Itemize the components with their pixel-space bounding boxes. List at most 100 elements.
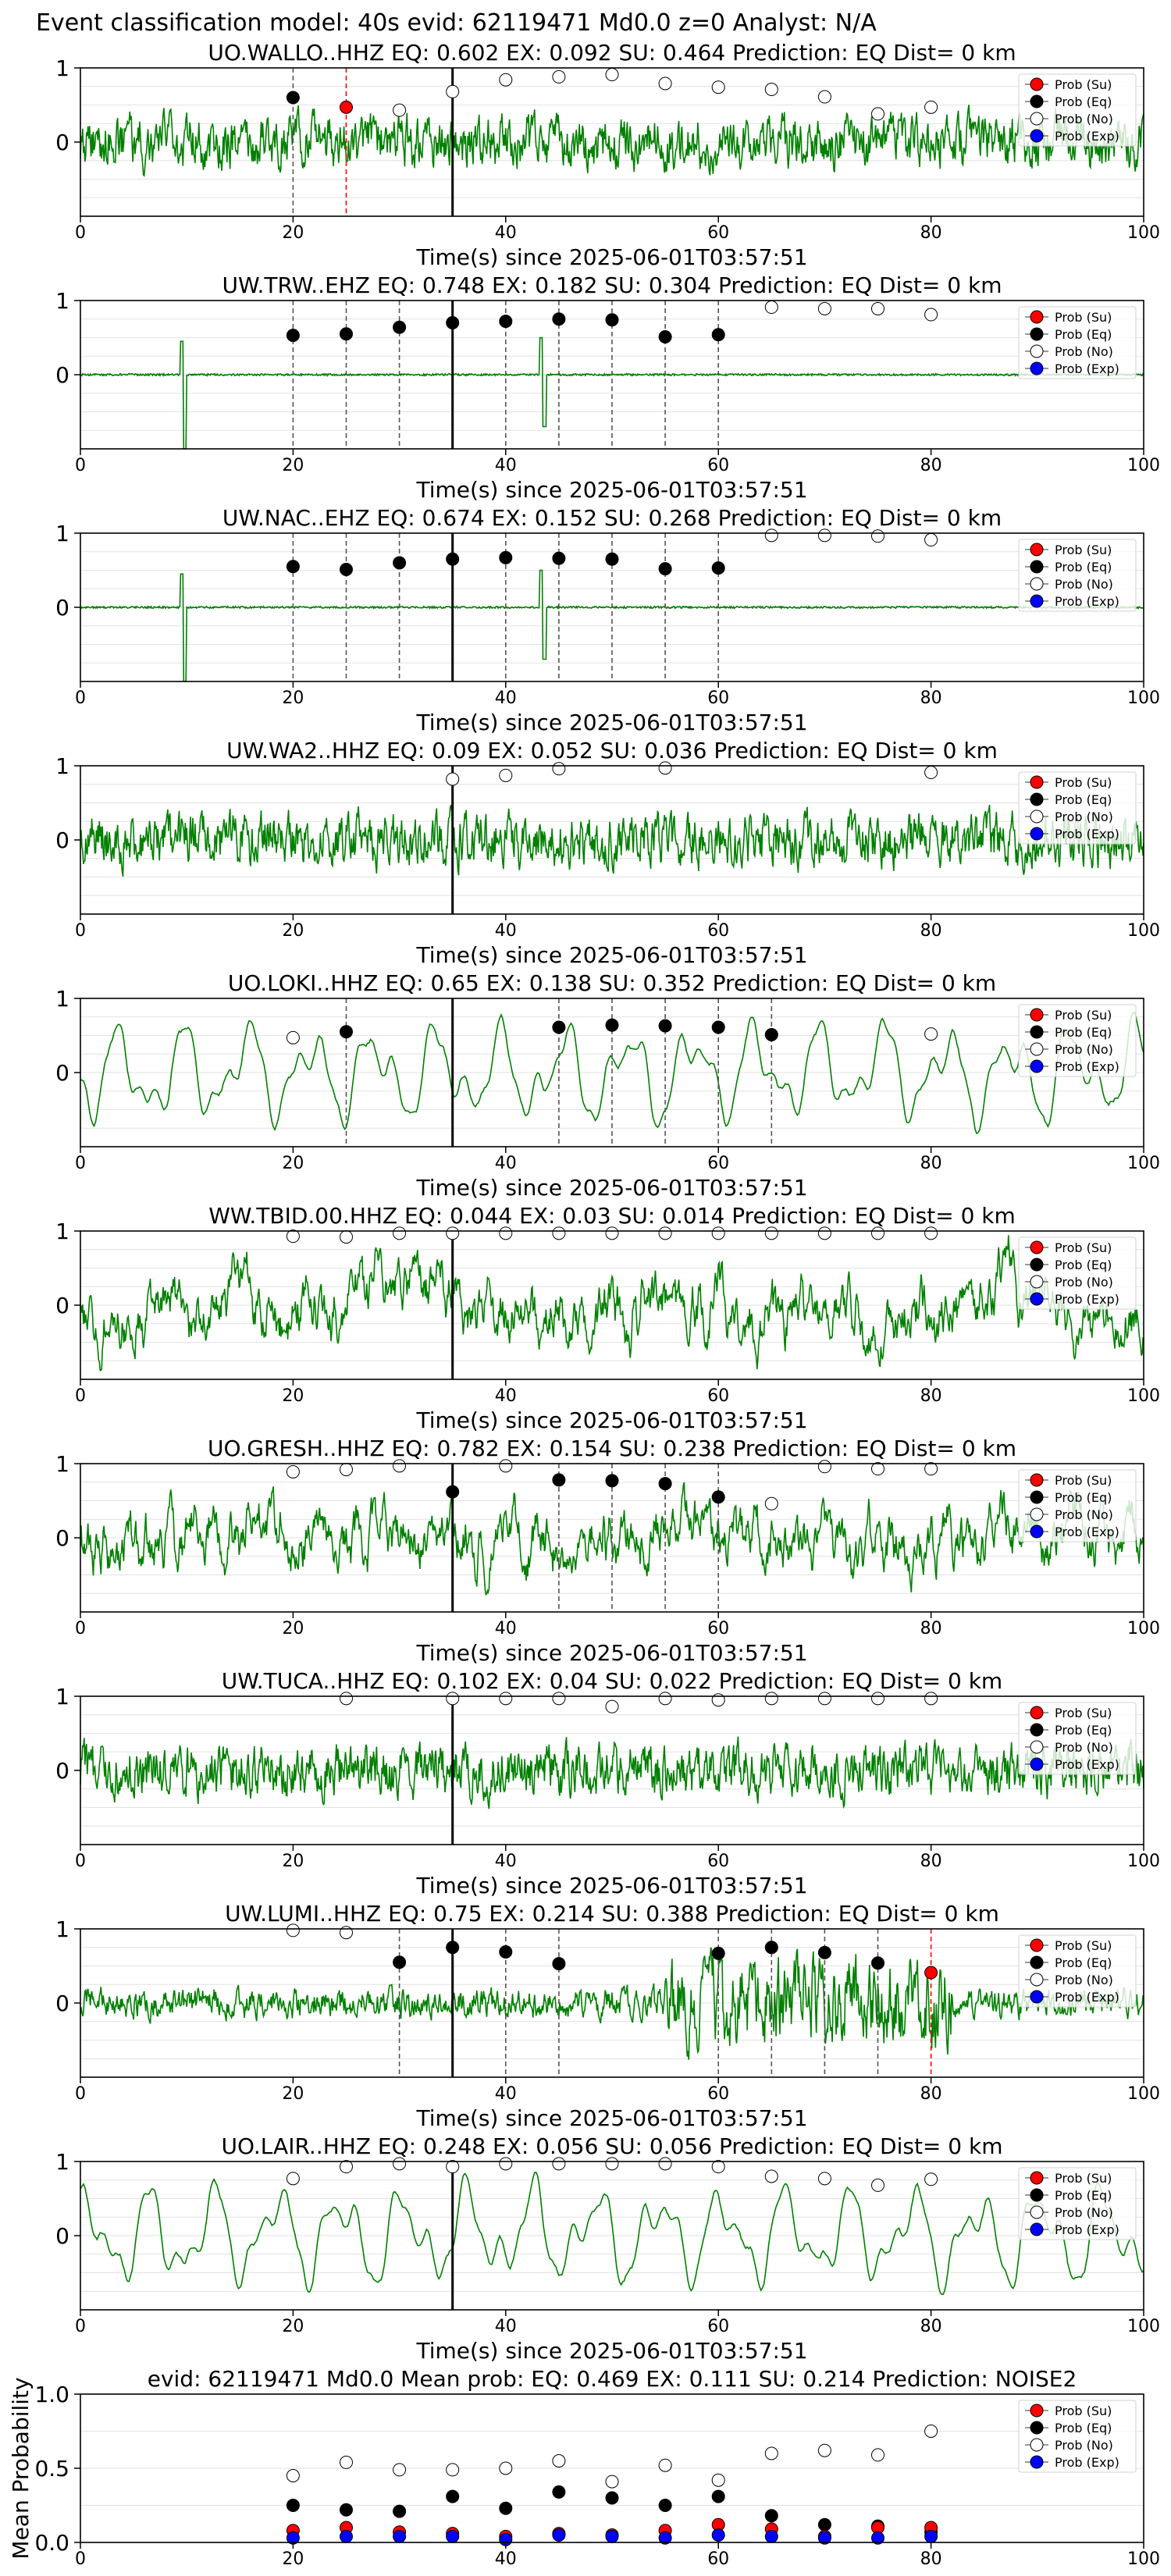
prob-eq-point [286, 560, 300, 574]
legend-label: Prob (Exp) [1055, 1292, 1119, 1307]
waveform-line [80, 1235, 1144, 1372]
prob-no-point [924, 1462, 938, 1476]
x-tick-label: 100 [1127, 456, 1160, 475]
mean-point-eq [499, 2501, 513, 2515]
prob-no-point [286, 1229, 300, 1244]
prob-no-point [393, 103, 407, 117]
panel-title: UW.LUMI..HHZ EQ: 0.75 EX: 0.214 SU: 0.38… [225, 1901, 999, 1927]
x-tick-label: 100 [1127, 688, 1160, 708]
prob-no-point [871, 1462, 884, 1476]
prob-eq-point [711, 1946, 725, 1960]
legend-label: Prob (Eq) [1055, 2421, 1112, 2435]
panel-title: UW.WA2..HHZ EQ: 0.09 EX: 0.052 SU: 0.036… [226, 738, 998, 763]
legend-label: Prob (Su) [1055, 1008, 1112, 1023]
y-tick-label: 1 [55, 753, 69, 779]
legend-label: Prob (Exp) [1055, 2455, 1119, 2470]
x-axis-label: Time(s) since 2025-06-01T03:57:51 [415, 710, 807, 735]
panel-title: UO.LOKI..HHZ EQ: 0.65 EX: 0.138 SU: 0.35… [228, 970, 996, 996]
prob-no-point [871, 529, 884, 543]
legend-marker [1030, 1757, 1044, 1771]
y-tick-label: 1 [55, 986, 69, 1012]
legend-marker [1030, 560, 1044, 574]
legend-label: Prob (Eq) [1055, 1025, 1112, 1040]
waveform-line [80, 804, 1144, 877]
mean-point-eq [340, 2503, 353, 2517]
x-tick-label: 40 [495, 2549, 517, 2569]
x-tick-label: 0 [75, 1852, 86, 1871]
legend-marker [1030, 1258, 1044, 1272]
panel-title: UO.GRESH..HHZ EQ: 0.782 EX: 0.154 SU: 0.… [208, 1436, 1016, 1461]
x-tick-label: 60 [707, 688, 729, 708]
panel-title: UW.TUCA..HHZ EQ: 0.102 EX: 0.04 SU: 0.02… [222, 1668, 1002, 1694]
x-tick-label: 20 [282, 688, 304, 708]
prob-eq-point [393, 1955, 407, 1969]
y-tick-label: 1 [55, 1451, 69, 1477]
y-tick-label: 1 [55, 55, 69, 81]
prob-no-point [871, 1226, 884, 1240]
x-tick-label: 80 [920, 688, 942, 708]
x-tick-label: 0 [75, 223, 86, 243]
x-tick-label: 0 [75, 688, 86, 708]
mean-point-exp [764, 2529, 778, 2543]
prob-eq-point [499, 550, 513, 564]
mean-point-eq [817, 2517, 831, 2532]
prob-no-point [871, 107, 884, 121]
prob-eq-point [658, 330, 672, 344]
y-tick-label: 0 [55, 1525, 69, 1551]
x-tick-label: 60 [707, 2549, 729, 2569]
prob-no-point [764, 1496, 778, 1510]
x-tick-label: 60 [707, 2317, 729, 2336]
x-tick-label: 60 [707, 1154, 729, 1173]
panel-10: UO.LAIR..HHZ EQ: 0.248 EX: 0.056 SU: 0.0… [55, 2133, 1160, 2364]
axes-frame [80, 1928, 1144, 2078]
legend-marker [1030, 77, 1044, 91]
prob-no-point [393, 2157, 407, 2171]
x-tick-label: 100 [1127, 2084, 1160, 2104]
x-tick-label: 40 [495, 223, 517, 243]
y-tick-label: 0 [55, 1060, 69, 1086]
prob-no-point [499, 1692, 513, 1706]
prob-no-point [924, 1027, 938, 1041]
mean-point-no [393, 2463, 407, 2477]
legend-label: Prob (Eq) [1055, 792, 1112, 807]
x-tick-label: 20 [282, 1154, 304, 1173]
legend-marker [1030, 1292, 1044, 1306]
prob-no-point [924, 100, 938, 114]
mean-point-no [924, 2425, 938, 2438]
prob-no-point [658, 76, 672, 91]
prob-no-point [764, 1226, 778, 1240]
x-tick-label: 40 [495, 456, 517, 475]
prob-eq-point [605, 1018, 619, 1032]
legend-marker [1030, 1473, 1044, 1487]
y-tick-label: 0 [55, 827, 69, 853]
prob-no-point [711, 2160, 725, 2174]
x-tick-label: 20 [282, 1386, 304, 1406]
x-tick-label: 40 [495, 688, 517, 708]
x-tick-label: 40 [495, 2317, 517, 2336]
legend-label: Prob (Eq) [1055, 1955, 1112, 1970]
legend-label: Prob (Su) [1055, 310, 1112, 325]
prob-no-point [817, 301, 831, 315]
prob-no-point [817, 2172, 831, 2186]
prob-no-point [764, 528, 778, 543]
y-axis-label: Mean Probability [8, 2377, 34, 2559]
legend-marker [1030, 543, 1044, 557]
prob-eq-point [871, 1956, 884, 1970]
legend-marker [1030, 2171, 1044, 2185]
prob-eq-point [711, 328, 725, 342]
legend-marker [1030, 112, 1044, 126]
prob-no-point [764, 301, 778, 315]
axes-frame [80, 1695, 1144, 1845]
legend-marker [1030, 310, 1044, 324]
prob-no-point [764, 1692, 778, 1706]
prob-no-point [924, 308, 938, 322]
prob-no-point [340, 1230, 353, 1244]
legend-label: Prob (No) [1055, 1507, 1113, 1522]
legend-marker [1030, 327, 1044, 341]
prob-no-point [393, 1459, 407, 1473]
prob-eq-point [446, 1485, 460, 1499]
prob-no-point [605, 1226, 619, 1240]
legend-marker [1030, 344, 1044, 358]
legend-label: Prob (Su) [1055, 1240, 1112, 1255]
legend-label: Prob (Exp) [1055, 594, 1119, 609]
